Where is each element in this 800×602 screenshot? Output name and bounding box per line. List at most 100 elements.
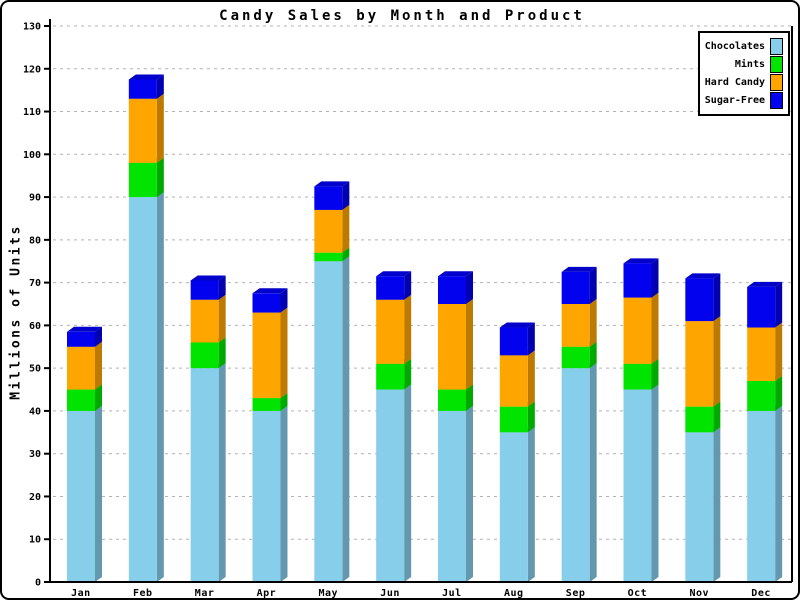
bar-segment-side xyxy=(651,358,659,390)
bar-segment-front xyxy=(499,355,528,407)
bar-segment-side xyxy=(466,299,473,390)
bar-segment-side xyxy=(156,93,164,163)
legend: Chocolates Mints Hard Candy Sugar-Free xyxy=(698,31,790,116)
bar-segment-side xyxy=(156,192,164,583)
bar-segment-front xyxy=(623,363,652,390)
y-tick-label: 130 xyxy=(23,22,41,33)
x-category-label: Apr xyxy=(257,588,277,599)
legend-row: Mints xyxy=(704,56,783,73)
bar-segment-side xyxy=(218,275,226,300)
bar-segment-top xyxy=(190,275,226,281)
bar-segment-front xyxy=(685,406,714,433)
y-tick-label: 50 xyxy=(29,364,41,375)
x-category-label: Jan xyxy=(71,588,91,599)
bar-segment-side xyxy=(589,363,597,582)
bar-segment-top xyxy=(747,281,783,287)
bar-segment-side xyxy=(95,384,102,411)
bar-segment-front xyxy=(438,389,466,411)
bar-segment-side xyxy=(95,326,102,347)
bar-segment-front xyxy=(376,299,405,364)
x-category-label: Dec xyxy=(751,588,771,599)
bar-segment-side xyxy=(527,322,535,356)
bar-segment-side xyxy=(280,288,288,313)
bar-segment-front xyxy=(252,410,281,582)
x-category-label: Jul xyxy=(442,588,462,599)
bar-segment-side xyxy=(651,384,659,582)
bar-segment-side xyxy=(775,375,783,411)
bar-segment-side xyxy=(280,307,288,399)
bar-segment-front xyxy=(747,327,776,381)
bar-segment-front xyxy=(376,389,405,582)
bar-segment-side xyxy=(218,294,226,343)
bar-segment-side xyxy=(651,292,659,364)
bar-segment-top xyxy=(685,273,721,279)
bar-segment-front xyxy=(128,197,157,583)
bar-segment-front xyxy=(252,312,281,399)
bar-segment-side xyxy=(404,294,412,364)
bar-segment-top xyxy=(438,271,473,277)
legend-label: Mints xyxy=(734,59,765,70)
bar-segment-side xyxy=(280,405,288,582)
bar-segment-side xyxy=(342,204,350,253)
bar-segment-front xyxy=(314,252,343,262)
bar-segment-front xyxy=(67,331,95,347)
bar-segment-side xyxy=(713,427,721,582)
bar-segment-front xyxy=(499,432,528,582)
bar-segment-side xyxy=(342,181,350,210)
y-tick-label: 80 xyxy=(29,235,41,246)
legend-label: Hard Candy xyxy=(704,77,765,88)
bar-segment-front xyxy=(190,280,219,300)
bar-segment-front xyxy=(314,209,343,253)
bar-segment-side xyxy=(466,384,473,411)
bar-segment-front xyxy=(190,299,219,343)
bar-segment-front xyxy=(128,98,157,163)
bar-segment-front xyxy=(499,327,528,356)
bar-segment-front xyxy=(190,368,219,582)
x-category-label: Feb xyxy=(133,588,153,599)
bar-segment-side xyxy=(156,74,164,99)
bar-segment-top xyxy=(623,258,659,264)
bar-segment-front xyxy=(252,398,281,411)
y-tick-label: 110 xyxy=(23,107,41,118)
y-tick-label: 90 xyxy=(29,193,41,204)
bar-segment-front xyxy=(561,346,590,369)
bar-segment-front xyxy=(438,276,466,304)
bar-segment-front xyxy=(747,286,776,328)
bar-segment-front xyxy=(67,346,95,390)
x-category-label: Aug xyxy=(504,588,524,599)
bar-segment-front xyxy=(685,278,714,322)
legend-label: Sugar-Free xyxy=(704,95,765,106)
legend-row: Hard Candy xyxy=(704,74,783,91)
bar-segment-front xyxy=(438,304,466,390)
x-category-label: Nov xyxy=(689,588,709,599)
bar-segment-side xyxy=(527,427,535,582)
bar-segment-front xyxy=(685,432,714,582)
bar-segment-top xyxy=(376,271,412,277)
y-tick-label: 10 xyxy=(29,535,41,546)
bar-segment-top xyxy=(314,181,350,187)
x-category-label: Oct xyxy=(628,588,648,599)
legend-swatch xyxy=(770,92,783,109)
bar-segment-front xyxy=(561,304,590,347)
bar-segment-side xyxy=(527,401,535,433)
legend-label: Chocolates xyxy=(704,41,765,52)
y-tick-label: 60 xyxy=(29,321,41,332)
y-tick-label: 70 xyxy=(29,278,41,289)
bar-segment-front xyxy=(623,263,652,298)
bar-segment-front xyxy=(561,271,590,304)
bar-segment-front xyxy=(623,297,652,364)
bar-segment-side xyxy=(775,281,783,328)
y-tick-label: 120 xyxy=(23,64,41,75)
bar-segment-front xyxy=(128,162,157,198)
bar-segment-side xyxy=(156,157,164,198)
chart-title: Candy Sales by Month and Product xyxy=(219,8,585,24)
bar-segment-side xyxy=(342,256,350,582)
legend-row: Sugar-Free xyxy=(704,92,783,109)
bar-segment-front xyxy=(67,410,95,582)
bar-segment-side xyxy=(404,271,412,300)
bar-segment-front xyxy=(376,363,405,390)
bar-segment-front xyxy=(128,79,157,99)
bar-segment-side xyxy=(651,258,659,298)
bar-segment-top xyxy=(67,326,102,332)
